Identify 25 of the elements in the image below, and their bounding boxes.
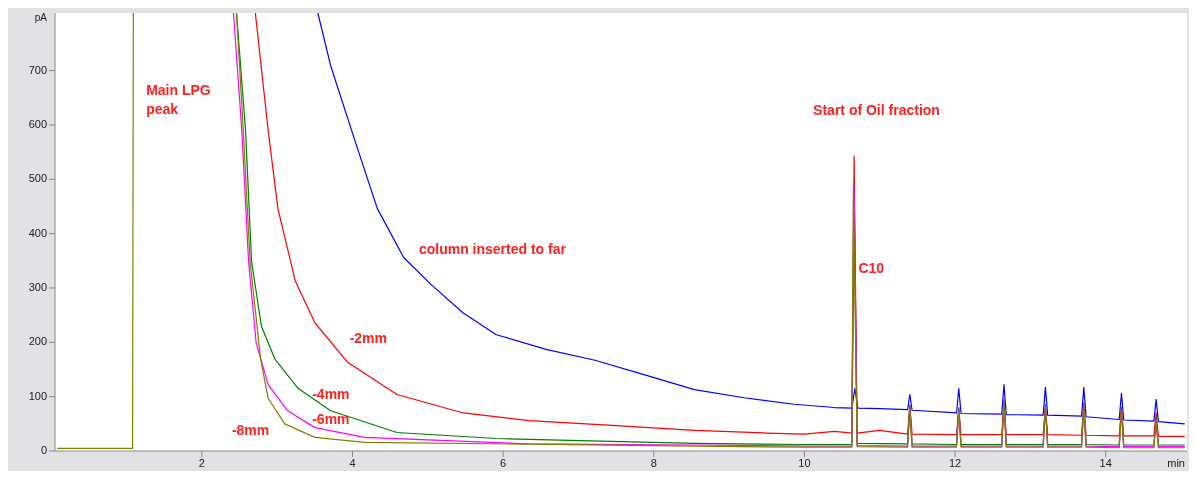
y-axis-title: pA <box>34 12 48 23</box>
x-tick-label: 2 <box>198 457 205 469</box>
series-label: -2mm <box>349 329 388 346</box>
series-label: -6mm <box>312 411 350 428</box>
y-tick-label: 0 <box>40 443 47 456</box>
y-tick-label: 100 <box>28 389 47 402</box>
x-axis-title: min <box>1167 457 1185 469</box>
annotation: Main LPG peak <box>146 81 211 117</box>
x-tick-label: 8 <box>650 457 657 469</box>
y-tick-label: 400 <box>28 226 47 239</box>
series-label: column inserted to far <box>418 240 567 257</box>
y-tick-label: 200 <box>28 335 47 348</box>
series-label: -4mm <box>312 385 350 402</box>
x-tick-label: 12 <box>948 457 962 469</box>
x-tick-label: 14 <box>1099 457 1112 469</box>
y-tick-label: 300 <box>28 280 47 293</box>
y-tick-label: 500 <box>28 172 47 185</box>
y-tick-label: 600 <box>28 117 47 130</box>
series-label: -8mm <box>231 421 270 438</box>
x-tick-label: 10 <box>798 457 811 469</box>
x-tick-label: 4 <box>349 457 356 469</box>
y-tick-label: 700 <box>28 63 47 76</box>
x-tick-label: 6 <box>500 457 507 469</box>
annotation: C10 <box>858 259 885 276</box>
annotation: Start of Oil fraction <box>813 101 940 118</box>
